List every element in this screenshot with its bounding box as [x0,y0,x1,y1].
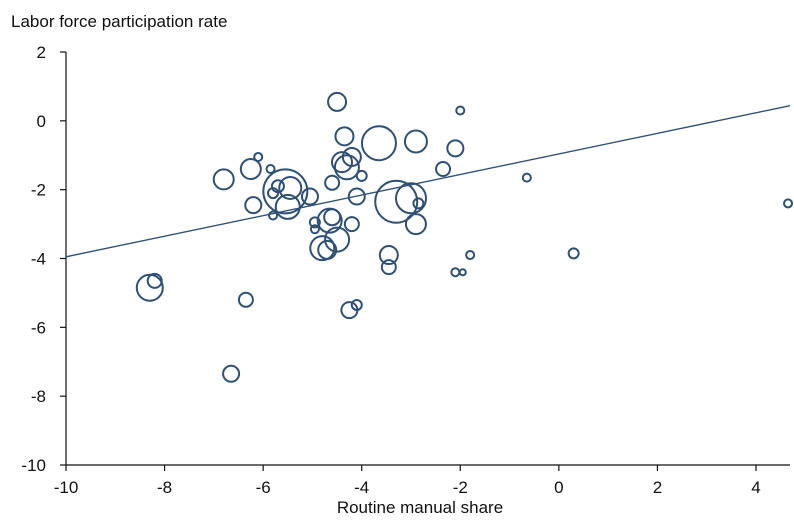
data-point [274,193,301,220]
x-tick-label: 2 [653,478,662,497]
axes-group [65,52,790,466]
data-point [567,247,580,260]
data-point [347,187,366,206]
data-point [340,301,359,320]
data-point [458,268,467,277]
data-point [316,207,343,234]
y-tick-label: -2 [31,181,46,200]
x-tick-label: 0 [554,478,563,497]
trendline-group [65,105,791,258]
data-point [404,213,427,236]
data-point [262,168,309,215]
x-tick-label: -6 [256,478,271,497]
data-point [446,139,465,158]
data-point [331,151,353,174]
data-point [378,245,399,266]
x-tick-label: -10 [54,478,79,497]
y-tick-label: -6 [31,318,46,337]
data-point [308,216,321,229]
data-point [268,210,278,221]
data-point [278,175,303,200]
data-point [374,179,419,224]
data-point [212,168,235,191]
data-point [465,250,476,261]
data-point [222,364,241,383]
data-point [334,126,355,147]
data-point [355,169,368,182]
data-point [783,198,794,209]
y-tick-label: 0 [37,112,46,131]
data-point [521,172,532,183]
data-point [455,105,466,116]
x-tick-label: -8 [157,478,172,497]
data-point [380,259,397,276]
data-point [135,273,164,302]
data-point [324,174,341,191]
data-point [300,187,319,206]
data-point [360,125,397,162]
y-tick-label: 2 [37,43,46,62]
data-point [435,161,452,178]
data-point [412,197,425,210]
trend-line [65,105,791,258]
y-tick-label: -8 [31,387,46,406]
chart-title: Labor force participation rate [11,12,228,31]
data-point [237,291,254,308]
data-point [267,187,279,200]
x-tick-label: 4 [751,478,760,497]
ticks-group: -10 -8 -6 -4 -2 0 2 4 2 0 -2 -4 -6 -8 -10 [21,43,760,497]
data-point [327,91,348,112]
data-point [309,224,320,235]
y-tick-label: -4 [31,250,46,269]
data-point [403,129,428,154]
data-point [309,235,336,262]
data-point [244,196,263,215]
data-point [343,216,360,233]
points-group [135,91,794,383]
data-point [395,182,427,215]
data-point [239,158,262,181]
y-tick-label: -10 [21,456,46,475]
x-axis-label: Routine manual share [337,498,503,517]
data-point [333,154,360,181]
x-tick-label: -2 [453,478,468,497]
x-tick-label: -4 [354,478,369,497]
data-point [317,239,338,260]
data-point [265,164,276,175]
data-point [450,267,461,278]
